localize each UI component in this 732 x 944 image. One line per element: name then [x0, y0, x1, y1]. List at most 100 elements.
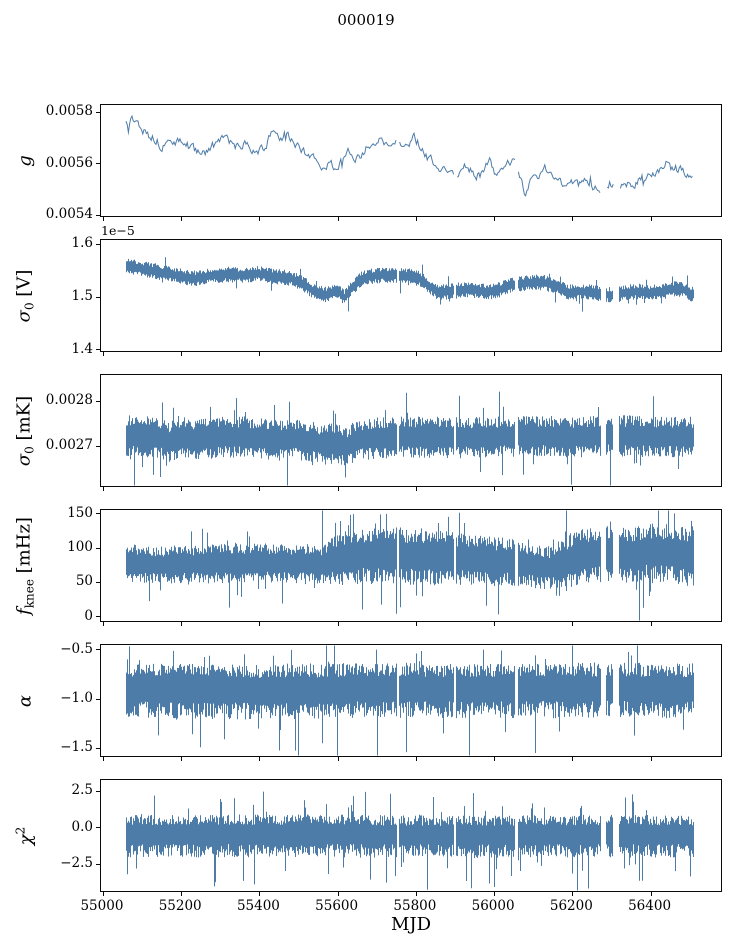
x-tick [259, 487, 261, 491]
x-tick [181, 487, 183, 491]
x-tick [572, 892, 574, 896]
x-tick [572, 757, 574, 761]
y-tick [96, 513, 100, 515]
y-tick-label: 150 [67, 504, 93, 521]
y-tick-label: −0.5 [60, 640, 93, 657]
y-tick-label: 50 [75, 573, 93, 590]
x-tick [572, 352, 574, 356]
y-axis-title-sigma0-mK: σ0 [mK] [13, 395, 37, 466]
x-tick [650, 352, 652, 356]
y-tick-label: 100 [67, 539, 93, 555]
x-tick [650, 217, 652, 221]
y-tick [96, 790, 100, 792]
x-tick [494, 487, 496, 491]
x-tick [181, 892, 183, 896]
x-tick-label: 55800 [393, 898, 437, 914]
y-tick-label: 1.5 [71, 288, 93, 305]
y-tick-label: 2.5 [71, 782, 93, 799]
subplot-sigma0-V [96, 239, 722, 356]
x-tick [572, 622, 574, 626]
x-tick-label: 56400 [628, 898, 672, 914]
x-tick [650, 487, 652, 491]
y-axis-title-alpha: α [14, 694, 36, 707]
x-tick [650, 622, 652, 626]
x-tick [415, 487, 417, 491]
x-tick [181, 622, 183, 626]
y-tick [96, 400, 100, 402]
subplot-g [96, 104, 722, 221]
x-tick [181, 217, 183, 221]
y-tick-label: 0 [84, 607, 93, 624]
y-tick [96, 547, 100, 549]
x-tick [337, 892, 339, 896]
x-tick [102, 217, 104, 221]
y-tick-label: 0.0027 [45, 437, 93, 454]
x-tick-label: 55200 [158, 898, 202, 914]
y-tick-label: −1.0 [60, 690, 93, 707]
y-tick [96, 649, 100, 651]
x-tick [259, 352, 261, 356]
x-tick [102, 352, 104, 356]
y-tick [96, 349, 100, 351]
x-tick [102, 757, 104, 761]
x-tick-label: 55400 [236, 898, 280, 914]
x-tick [494, 217, 496, 221]
y-axis-title-chi2: χ2 [13, 826, 37, 845]
x-tick-label: 56200 [549, 898, 593, 914]
y-axis-title-sigma0-V: σ0 [V] [13, 269, 37, 322]
x-tick [337, 352, 339, 356]
y-tick-label: 0.0056 [45, 154, 93, 171]
y-tick [96, 111, 100, 113]
plot-area-alpha [101, 645, 721, 756]
x-tick [259, 217, 261, 221]
plot-area-chi2 [101, 780, 721, 891]
x-tick [494, 892, 496, 896]
x-tick [494, 352, 496, 356]
y-tick [96, 243, 100, 245]
x-tick-label: 55600 [315, 898, 359, 914]
y-tick [96, 214, 100, 216]
y-tick [96, 827, 100, 829]
y-tick [96, 163, 100, 165]
y-tick [96, 445, 100, 447]
y-tick-label: −2.5 [60, 855, 93, 872]
x-tick [259, 622, 261, 626]
plot-area-sigma0-mK [101, 375, 721, 486]
x-tick [102, 892, 104, 896]
y-axis-title-fknee: fknee [mHz] [13, 516, 37, 615]
x-tick [650, 892, 652, 896]
figure-title: 000019 [337, 11, 395, 29]
x-tick [415, 352, 417, 356]
y-tick [96, 863, 100, 865]
subplot-chi2 [96, 779, 722, 896]
x-tick-label: 56000 [471, 898, 515, 914]
y-tick-label: 0.0028 [45, 392, 93, 409]
y-axis-title-g: g [14, 154, 36, 167]
x-tick [415, 757, 417, 761]
axis-offset-label: 1e−5 [101, 223, 135, 238]
x-tick [415, 217, 417, 221]
x-tick [494, 622, 496, 626]
x-tick [337, 757, 339, 761]
y-tick-label: −1.5 [60, 739, 93, 756]
subplot-alpha [96, 644, 722, 761]
y-tick [96, 616, 100, 618]
x-tick [415, 892, 417, 896]
y-tick-label: 1.4 [71, 340, 93, 357]
y-tick-label: 0.0058 [45, 103, 93, 120]
subplot-fknee [96, 509, 722, 626]
x-tick [181, 757, 183, 761]
y-tick [96, 698, 100, 700]
subplot-sigma0-mK [96, 374, 722, 491]
x-tick [337, 622, 339, 626]
x-tick-label: 55000 [80, 898, 124, 914]
x-tick [337, 487, 339, 491]
plot-area-fknee [101, 510, 721, 621]
x-tick [259, 757, 261, 761]
plot-area-g [101, 105, 721, 216]
x-tick [259, 892, 261, 896]
y-tick [96, 581, 100, 583]
y-tick [96, 296, 100, 298]
x-tick [494, 757, 496, 761]
